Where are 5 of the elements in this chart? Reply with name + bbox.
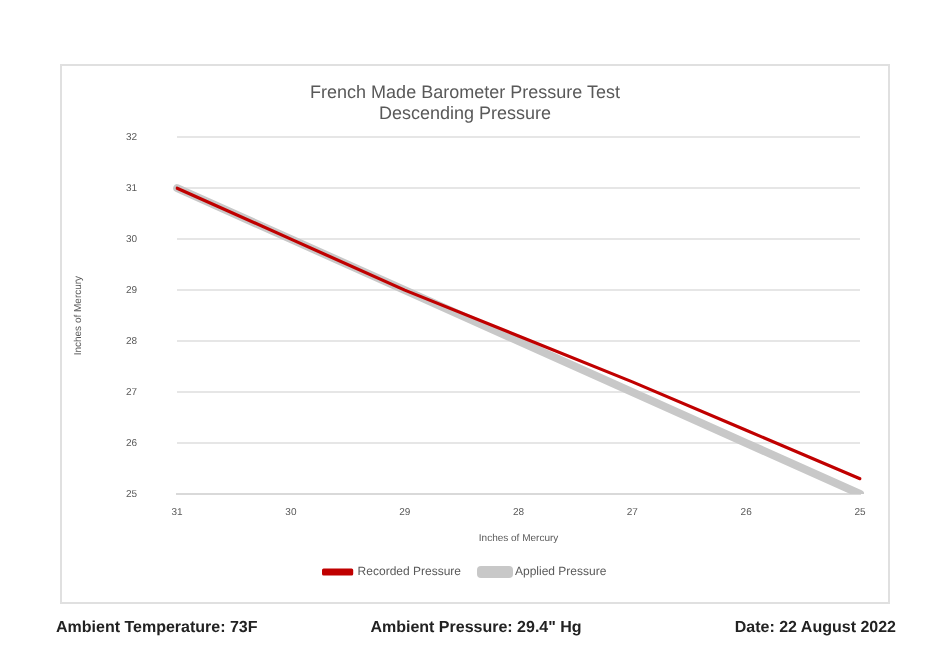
text: Date: 22 August 2022 — [734, 618, 896, 636]
text: Ambient Pressure: 29.4" Hg — [370, 618, 582, 636]
text: Ambient Temperature: 73F — [56, 618, 258, 636]
chart-subtitle: Descending Pressure — [378, 103, 552, 124]
chart-title: French Made Barometer Pressure Test — [310, 81, 621, 102]
